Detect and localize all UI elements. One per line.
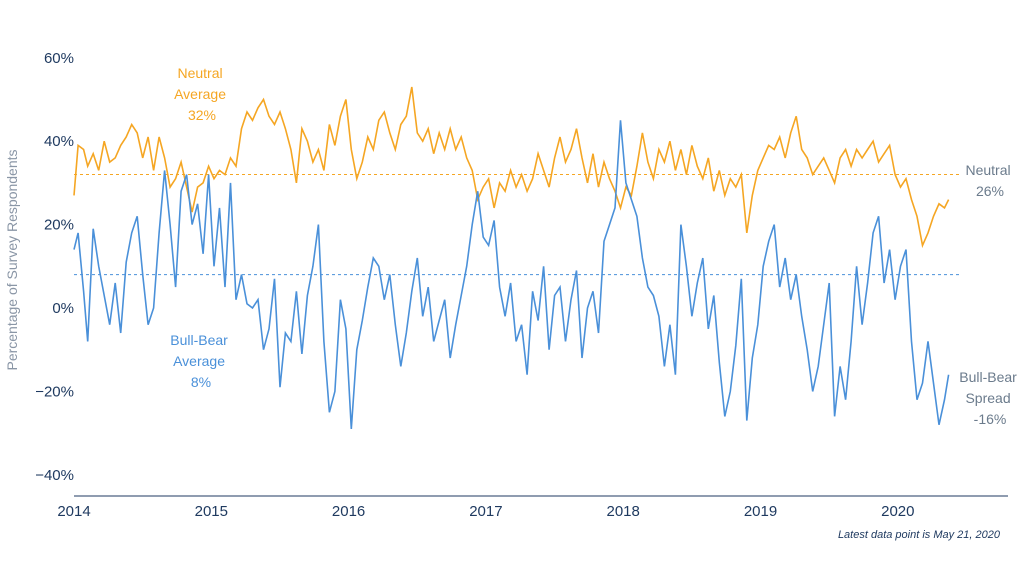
x-tick-label: 2020	[881, 503, 914, 520]
x-tick-label: 2018	[607, 503, 640, 520]
neutral-latest-annotation: Neutral 26%	[965, 162, 1014, 199]
x-tick-label: 2015	[195, 503, 228, 520]
bull-bear-average-annotation: Bull-Bear Average 8%	[170, 332, 231, 390]
y-tick-label: 0%	[52, 300, 74, 317]
y-tick-label: 60%	[44, 50, 74, 67]
y-tick-label: 20%	[44, 217, 74, 234]
bull-bear-spread-series-line	[73, 120, 950, 429]
bull-bear-spread-latest-annotation: Bull-Bear Spread -16%	[959, 369, 1020, 427]
y-axis-label: Percentage of Survey Respondents	[4, 149, 20, 370]
y-tick-label: −20%	[35, 383, 74, 400]
neutral-average-annotation: Neutral Average 32%	[174, 65, 230, 123]
x-tick-label: 2017	[469, 503, 502, 520]
x-tick-label: 2019	[744, 503, 777, 520]
footnote: Latest data point is May 21, 2020	[838, 529, 1001, 541]
x-tick-label: 2014	[57, 503, 90, 520]
neutral-series-line	[73, 86, 950, 249]
x-tick-label: 2016	[332, 503, 365, 520]
y-tick-label: −40%	[35, 467, 74, 484]
y-tick-label: 40%	[44, 133, 74, 150]
